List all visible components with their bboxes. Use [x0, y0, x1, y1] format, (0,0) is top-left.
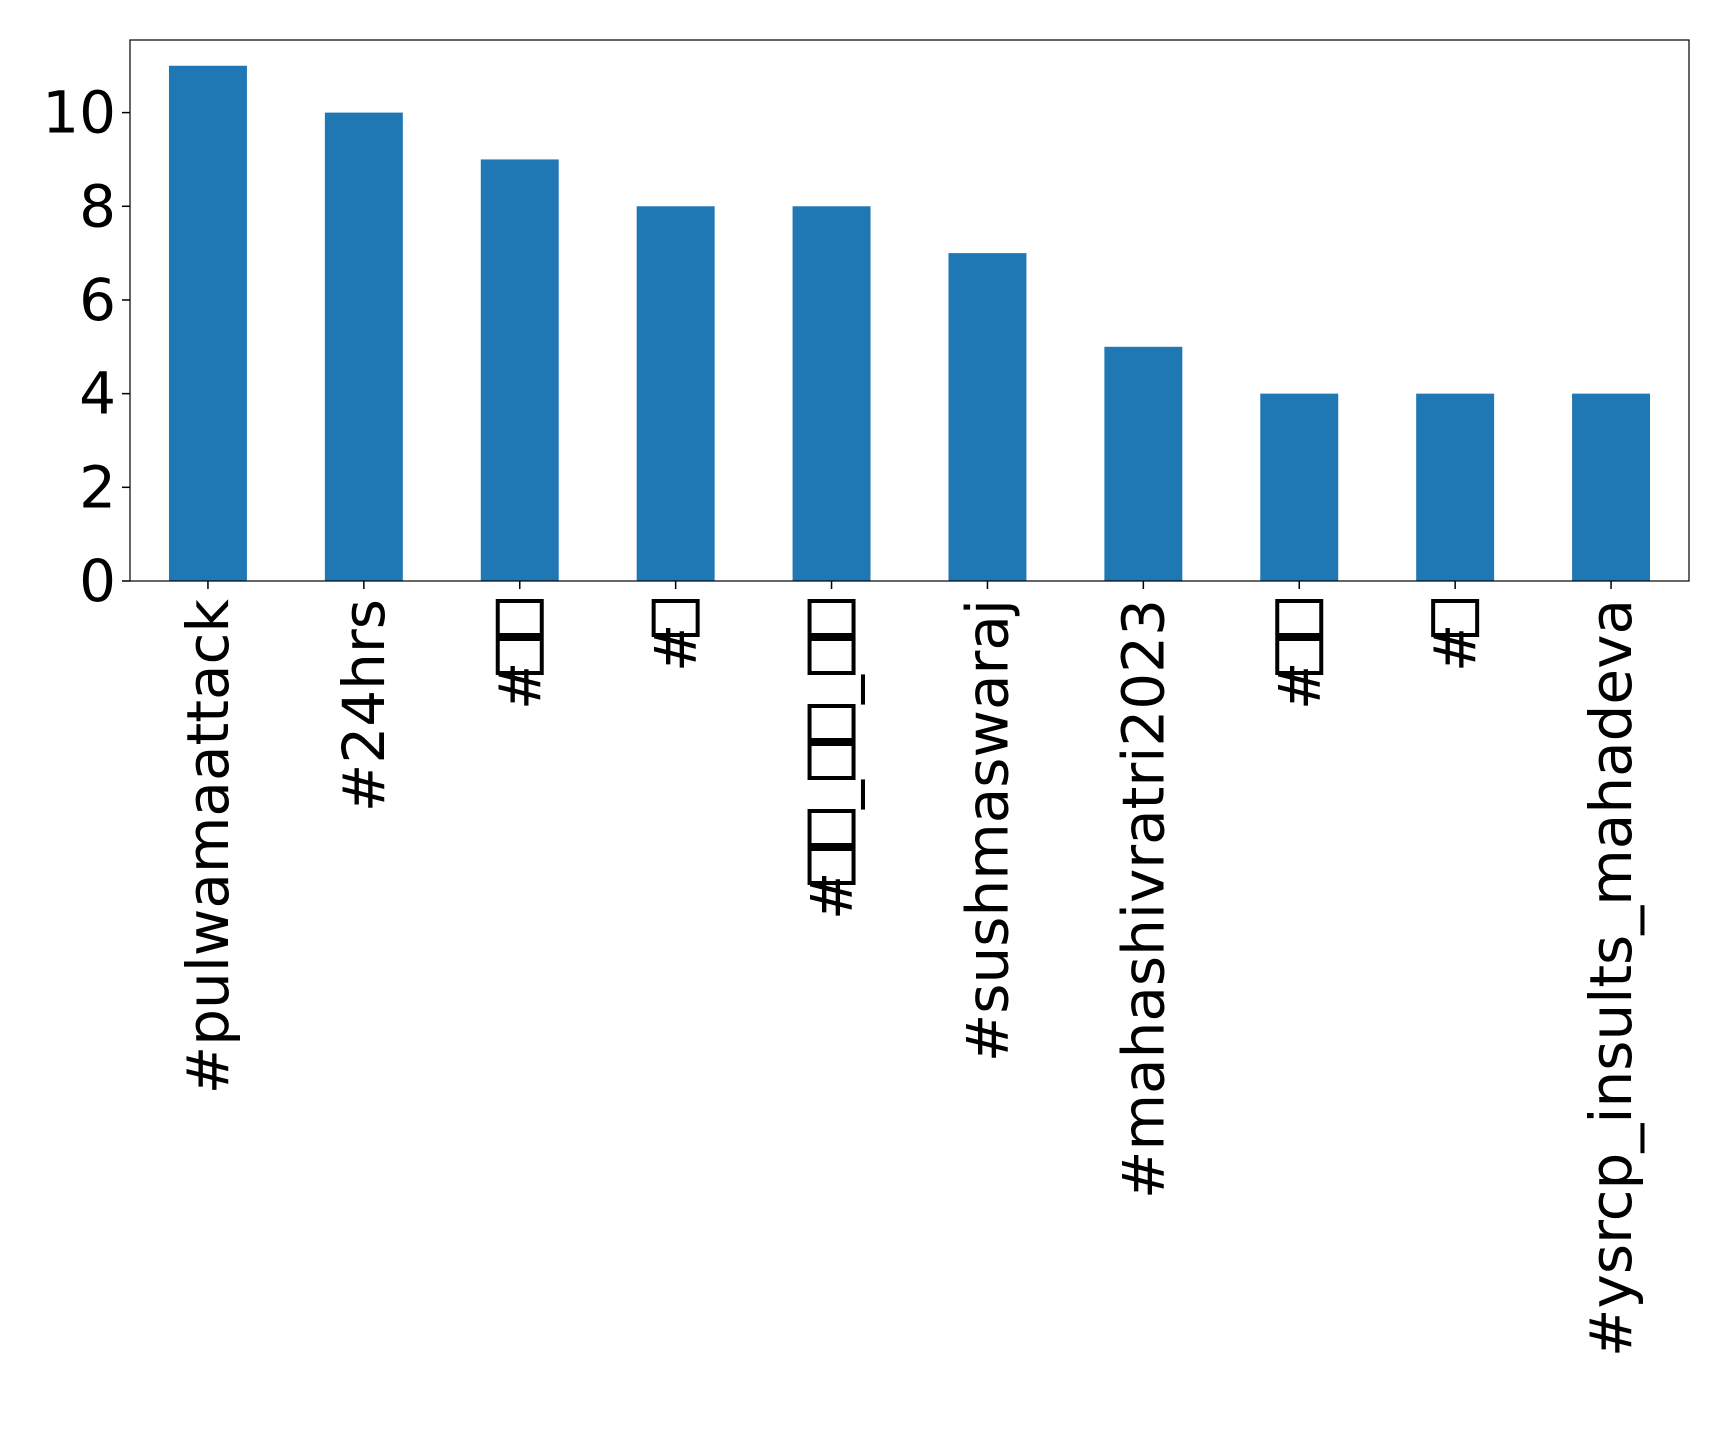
x-tick-label-5: #sushmaswaraj [953, 599, 1021, 1062]
x-tick-label-char: _ [798, 674, 866, 705]
missing-glyph-box [495, 599, 544, 637]
x-tick-label-text-9: #ysrcp_insults_mahadeva [1577, 599, 1645, 1357]
x-tick-label-9: #ysrcp_insults_mahadeva [1577, 599, 1645, 1357]
x-tick-label-0: #pulwamaattack [174, 599, 242, 1095]
bar-2 [480, 159, 559, 581]
x-tick-label-char: # [1265, 661, 1333, 710]
y-tick-label-4: 8 [79, 172, 116, 240]
x-tick-label-3: # [642, 599, 710, 672]
y-tick-label-0: 0 [79, 547, 116, 615]
x-tick-label-char: # [486, 661, 554, 710]
x-tick-label-text-6: #mahashivratri2023 [1109, 599, 1177, 1199]
missing-glyph-box [1275, 637, 1324, 675]
plot-frame [129, 39, 1690, 582]
x-tick-label-8: # [1421, 599, 1489, 672]
missing-glyph-box [807, 847, 856, 885]
x-tick-label-char: _ [798, 779, 866, 810]
missing-glyph-box [495, 637, 544, 675]
x-tick-label-7: # [1265, 599, 1333, 710]
bar-3 [636, 206, 715, 582]
bar-0 [168, 65, 247, 581]
y-tick-label-1: 2 [79, 453, 116, 521]
bar-7 [1260, 393, 1339, 581]
x-tick-label-2: # [486, 599, 554, 710]
x-tick-label-text-1: #24hrs [330, 599, 398, 812]
bars-group [168, 65, 1651, 582]
bar-1 [324, 112, 403, 581]
y-tick-label-2: 4 [79, 360, 116, 428]
x-tick-label-1: #24hrs [330, 599, 398, 812]
x-tick-label-text-0: #pulwamaattack [174, 599, 242, 1095]
bar-9 [1572, 393, 1651, 581]
x-tick-label-4: _ _ # [798, 599, 866, 920]
bar-4 [792, 206, 871, 582]
y-tick-label-3: 6 [79, 266, 116, 334]
x-axis: #pulwamaattack #24hrs # # _ _ # #sushmaswaraj #m… [174, 581, 1645, 1357]
x-tick-label-text-5: #sushmaswaraj [953, 599, 1021, 1062]
y-axis: 0 2 4 6 8 10 [42, 79, 130, 615]
missing-glyph-box [807, 637, 856, 675]
missing-glyph-box [651, 599, 700, 637]
missing-glyph-box [807, 599, 856, 637]
x-tick-label-char: # [798, 871, 866, 920]
missing-glyph-box [1275, 599, 1324, 637]
missing-glyph-box [807, 809, 856, 847]
y-tick-label-5: 10 [42, 79, 116, 147]
missing-glyph-box [1431, 599, 1480, 637]
bar-8 [1416, 393, 1495, 581]
x-tick-label-char: # [642, 623, 710, 672]
x-tick-label-6: #mahashivratri2023 [1109, 599, 1177, 1199]
x-tick-label-char: # [1421, 623, 1489, 672]
bar-6 [1104, 346, 1183, 581]
missing-glyph-box [807, 704, 856, 742]
missing-glyph-box [807, 742, 856, 780]
bar-5 [948, 253, 1027, 581]
